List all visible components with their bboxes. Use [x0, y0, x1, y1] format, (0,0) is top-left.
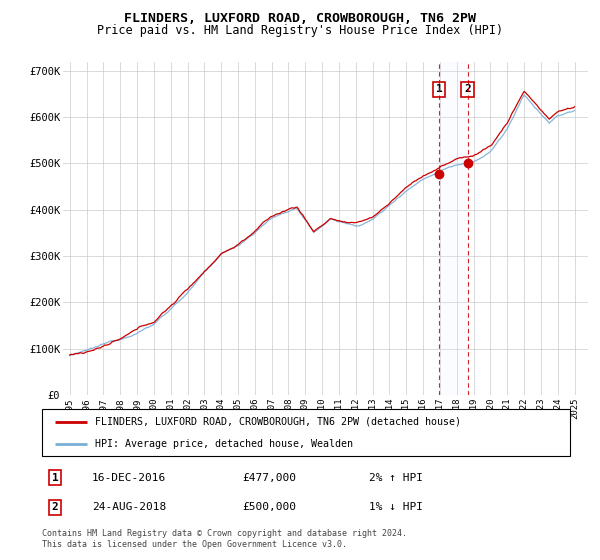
Text: FLINDERS, LUXFORD ROAD, CROWBOROUGH, TN6 2PW: FLINDERS, LUXFORD ROAD, CROWBOROUGH, TN6…	[124, 12, 476, 25]
Text: 24-AUG-2018: 24-AUG-2018	[92, 502, 166, 512]
FancyBboxPatch shape	[42, 409, 570, 456]
Text: 2: 2	[52, 502, 59, 512]
Text: £477,000: £477,000	[242, 473, 296, 483]
Text: FLINDERS, LUXFORD ROAD, CROWBOROUGH, TN6 2PW (detached house): FLINDERS, LUXFORD ROAD, CROWBOROUGH, TN6…	[95, 417, 461, 427]
Text: 1: 1	[436, 85, 443, 95]
Text: 1: 1	[52, 473, 59, 483]
Text: Contains HM Land Registry data © Crown copyright and database right 2024.
This d: Contains HM Land Registry data © Crown c…	[42, 529, 407, 549]
Text: £500,000: £500,000	[242, 502, 296, 512]
Text: 2% ↑ HPI: 2% ↑ HPI	[370, 473, 424, 483]
Text: HPI: Average price, detached house, Wealden: HPI: Average price, detached house, Weal…	[95, 438, 353, 449]
Text: 2: 2	[464, 85, 471, 95]
Text: 16-DEC-2016: 16-DEC-2016	[92, 473, 166, 483]
Text: Price paid vs. HM Land Registry's House Price Index (HPI): Price paid vs. HM Land Registry's House …	[97, 24, 503, 37]
Bar	[439, 62, 467, 395]
Text: 1% ↓ HPI: 1% ↓ HPI	[370, 502, 424, 512]
